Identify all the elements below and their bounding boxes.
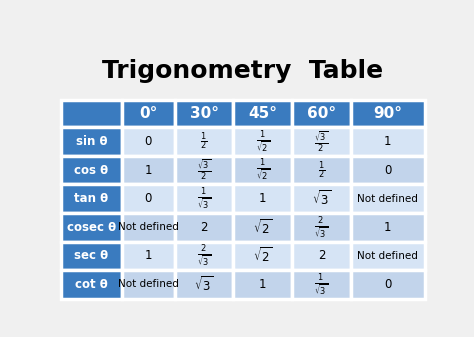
Text: Trigonometry  Table: Trigonometry Table: [102, 59, 383, 83]
Bar: [351, 100, 425, 127]
Text: 30°: 30°: [190, 106, 219, 121]
Bar: [234, 100, 292, 127]
Text: cosec θ: cosec θ: [67, 221, 116, 234]
Text: 45°: 45°: [248, 106, 277, 121]
Bar: [61, 242, 122, 270]
Text: $\frac{2}{\sqrt{3}}$: $\frac{2}{\sqrt{3}}$: [314, 215, 328, 240]
Text: sec θ: sec θ: [74, 249, 109, 262]
Text: 1: 1: [259, 278, 266, 291]
Bar: [292, 156, 351, 184]
Bar: [292, 100, 351, 127]
Text: $\frac{1}{2}$: $\frac{1}{2}$: [201, 131, 208, 152]
Text: 90°: 90°: [374, 106, 402, 121]
Bar: [292, 213, 351, 242]
Text: $\sqrt{3}$: $\sqrt{3}$: [194, 275, 214, 294]
Bar: [122, 213, 175, 242]
Bar: [234, 213, 292, 242]
Bar: [61, 156, 122, 184]
Bar: [122, 127, 175, 156]
Text: $\frac{2}{\sqrt{3}}$: $\frac{2}{\sqrt{3}}$: [197, 243, 211, 268]
Text: $\sqrt{3}$: $\sqrt{3}$: [312, 189, 331, 208]
Text: 60°: 60°: [307, 106, 336, 121]
Bar: [292, 242, 351, 270]
Bar: [234, 127, 292, 156]
Bar: [175, 100, 234, 127]
Text: cot θ: cot θ: [75, 278, 108, 291]
Bar: [175, 156, 234, 184]
Text: Not defined: Not defined: [357, 194, 418, 204]
Text: 1: 1: [384, 221, 392, 234]
Bar: [351, 270, 425, 299]
Text: $\sqrt{2}$: $\sqrt{2}$: [253, 218, 273, 237]
Text: 0: 0: [384, 164, 392, 177]
Bar: [234, 184, 292, 213]
Bar: [122, 184, 175, 213]
Bar: [175, 184, 234, 213]
Text: $\frac{1}{\sqrt{3}}$: $\frac{1}{\sqrt{3}}$: [197, 186, 211, 211]
Bar: [351, 127, 425, 156]
Text: 1: 1: [259, 192, 266, 205]
Text: $\frac{\sqrt{3}}{2}$: $\frac{\sqrt{3}}{2}$: [314, 129, 328, 154]
Bar: [122, 100, 175, 127]
Text: $\frac{1}{\sqrt{2}}$: $\frac{1}{\sqrt{2}}$: [256, 129, 270, 154]
Text: Not defined: Not defined: [118, 222, 179, 232]
Text: 0: 0: [145, 192, 152, 205]
Bar: [122, 270, 175, 299]
Bar: [122, 156, 175, 184]
Bar: [292, 127, 351, 156]
Text: 0: 0: [145, 135, 152, 148]
Text: 2: 2: [201, 221, 208, 234]
Text: cos θ: cos θ: [74, 164, 109, 177]
Text: $\sqrt{2}$: $\sqrt{2}$: [253, 246, 273, 265]
Text: $\frac{1}{\sqrt{3}}$: $\frac{1}{\sqrt{3}}$: [314, 272, 328, 297]
Text: $\frac{1}{\sqrt{2}}$: $\frac{1}{\sqrt{2}}$: [256, 158, 270, 182]
Bar: [61, 184, 122, 213]
Text: 0: 0: [384, 278, 392, 291]
Bar: [234, 156, 292, 184]
Text: 1: 1: [384, 135, 392, 148]
Bar: [234, 270, 292, 299]
Bar: [175, 242, 234, 270]
Bar: [175, 213, 234, 242]
Text: 2: 2: [318, 249, 325, 262]
Text: 1: 1: [145, 164, 152, 177]
Text: Not defined: Not defined: [357, 251, 418, 261]
Bar: [61, 100, 122, 127]
Text: $\frac{1}{2}$: $\frac{1}{2}$: [318, 159, 325, 181]
Text: sin θ: sin θ: [76, 135, 107, 148]
Bar: [61, 127, 122, 156]
Bar: [351, 242, 425, 270]
Text: $\frac{\sqrt{3}}{2}$: $\frac{\sqrt{3}}{2}$: [197, 158, 211, 182]
Text: 0°: 0°: [139, 106, 157, 121]
Text: 1: 1: [145, 249, 152, 262]
Bar: [292, 184, 351, 213]
Bar: [234, 242, 292, 270]
Bar: [351, 213, 425, 242]
Bar: [351, 156, 425, 184]
Bar: [61, 270, 122, 299]
Bar: [175, 270, 234, 299]
Bar: [175, 127, 234, 156]
Bar: [292, 270, 351, 299]
Text: tan θ: tan θ: [74, 192, 109, 205]
Bar: [351, 184, 425, 213]
Bar: [122, 242, 175, 270]
Text: Not defined: Not defined: [118, 279, 179, 289]
Bar: [61, 213, 122, 242]
